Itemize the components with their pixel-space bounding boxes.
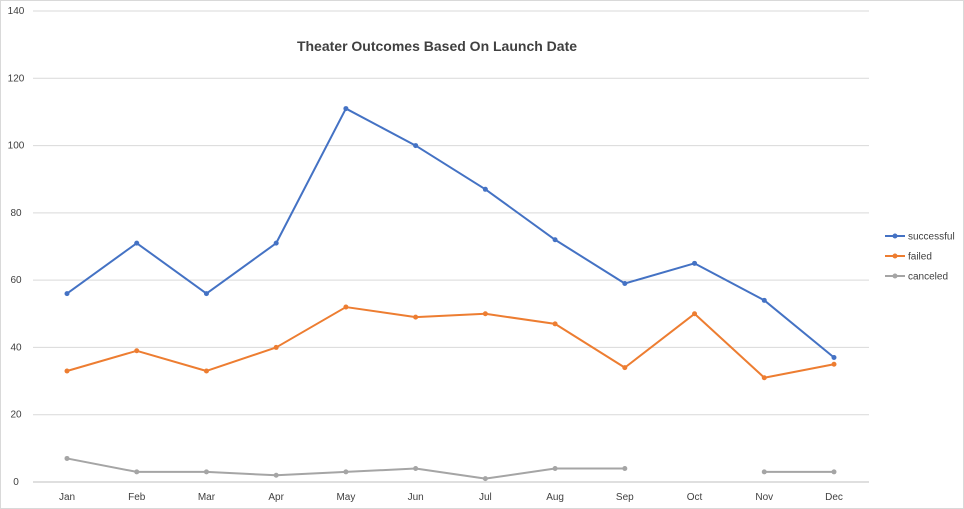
data-point	[761, 375, 767, 381]
data-point	[552, 321, 558, 327]
data-point	[622, 365, 628, 371]
data-point	[761, 469, 767, 475]
data-point	[552, 466, 558, 472]
series-successful	[64, 106, 837, 361]
series-group	[64, 106, 837, 482]
data-point	[761, 297, 767, 303]
data-point	[273, 344, 279, 350]
data-point	[831, 361, 837, 367]
data-point	[692, 260, 698, 266]
x-tick-label: Jul	[479, 492, 492, 503]
series-failed	[64, 304, 837, 381]
x-tick-label: Apr	[268, 492, 284, 503]
data-point	[552, 237, 558, 243]
data-point	[134, 469, 140, 475]
x-tick-label: Dec	[825, 492, 843, 503]
y-tick-label: 140	[8, 6, 25, 17]
legend: successful failed canceled	[885, 232, 955, 283]
chart-title: Theater Outcomes Based On Launch Date	[297, 38, 577, 54]
data-point	[482, 311, 488, 317]
data-point	[622, 466, 628, 472]
series-line	[66, 107, 835, 359]
data-point	[413, 143, 419, 149]
legend-item-canceled: canceled	[885, 272, 948, 283]
data-point	[831, 355, 837, 361]
x-tick-label: Aug	[546, 492, 564, 503]
data-point	[413, 314, 419, 320]
y-tick-label: 60	[10, 275, 22, 286]
y-tick-label: 80	[10, 208, 22, 219]
legend-label: canceled	[908, 272, 948, 283]
legend-label: successful	[908, 232, 955, 243]
x-tick-label: Sep	[616, 492, 634, 503]
data-point	[64, 291, 70, 297]
series-line	[66, 306, 835, 379]
y-tick-label: 100	[8, 141, 25, 152]
legend-marker	[892, 273, 898, 279]
y-tick-label: 0	[13, 477, 19, 488]
data-point	[622, 281, 628, 287]
data-point	[831, 469, 837, 475]
data-point	[413, 466, 419, 472]
x-tick-label: Nov	[755, 492, 773, 503]
series-canceled	[64, 455, 837, 482]
x-tick-label: May	[336, 492, 355, 503]
legend-marker	[892, 253, 898, 259]
legend-marker	[892, 233, 898, 239]
data-point	[343, 469, 349, 475]
data-point	[343, 304, 349, 310]
data-point	[203, 291, 209, 297]
x-tick-label: Oct	[687, 492, 703, 503]
data-point	[343, 106, 349, 112]
data-point	[482, 476, 488, 482]
data-point	[482, 186, 488, 192]
data-point	[273, 472, 279, 478]
x-tick-label: Jan	[59, 492, 75, 503]
data-point	[64, 455, 70, 461]
data-point	[134, 348, 140, 354]
x-axis: Jan Feb Mar Apr May Jun Jul Aug Sep Oct Nov Dec	[59, 492, 843, 503]
gridlines	[33, 10, 869, 483]
y-tick-label: 20	[10, 410, 22, 421]
legend-item-failed: failed	[885, 252, 932, 263]
y-tick-label: 120	[8, 73, 25, 84]
data-point	[64, 368, 70, 374]
legend-item-successful: successful	[885, 232, 955, 243]
y-axis: 0 20 40 60 80 100 120 140	[8, 6, 25, 488]
x-tick-label: Feb	[128, 492, 146, 503]
legend-label: failed	[908, 252, 932, 263]
data-point	[203, 469, 209, 475]
x-tick-label: Mar	[198, 492, 216, 503]
data-point	[134, 240, 140, 246]
x-tick-label: Jun	[408, 492, 424, 503]
data-point	[203, 368, 209, 374]
y-tick-label: 40	[10, 342, 22, 353]
data-point	[692, 311, 698, 317]
data-point	[273, 240, 279, 246]
series-line	[66, 457, 626, 480]
